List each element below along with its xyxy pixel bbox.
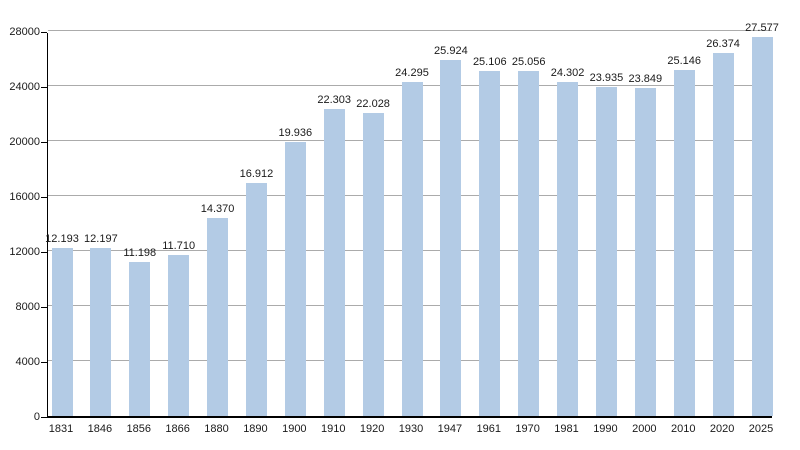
- bar-1920: [362, 113, 384, 416]
- bar-1981: [557, 81, 579, 416]
- x-tick-label-1866: 1866: [165, 423, 190, 435]
- bar-value-label-1846: 12.197: [84, 233, 118, 246]
- x-tick-label-1961: 1961: [476, 423, 501, 435]
- x-tick-label-1846: 1846: [87, 423, 113, 435]
- y-tick-mark-20000: [41, 142, 47, 143]
- bar-2010: [673, 70, 695, 416]
- y-tick-label-8000: 8000: [15, 301, 40, 313]
- bar-1910: [323, 109, 345, 416]
- bar-value-label-2000: 23.849: [628, 73, 663, 86]
- bar-1900: [284, 141, 306, 416]
- bar-2000: [634, 88, 656, 416]
- x-tick-label-1990: 1990: [593, 423, 618, 435]
- bar-value-label-1990: 23.935: [589, 71, 624, 84]
- bar-value-label-1930: 24.295: [395, 66, 429, 79]
- y-tick-label-0: 0: [33, 411, 40, 423]
- bar-value-label-2025: 27.577: [745, 21, 779, 34]
- x-tick-label-2020: 2020: [709, 423, 735, 435]
- y-tick-mark-0: [41, 417, 47, 418]
- y-tick-label-16000: 16000: [9, 191, 40, 203]
- bar-1947: [440, 59, 462, 416]
- bar-1970: [518, 71, 540, 416]
- bar-2025: [751, 36, 773, 416]
- bar-value-label-1981: 24.302: [550, 66, 585, 79]
- x-tick-label-2025: 2025: [748, 423, 774, 435]
- bar-1890: [245, 183, 267, 416]
- y-tick-mark-8000: [41, 307, 47, 308]
- x-tick-label-1910: 1910: [320, 423, 346, 435]
- y-tick-label-20000: 20000: [9, 136, 40, 148]
- y-tick-label-4000: 4000: [15, 356, 40, 368]
- y-tick-mark-16000: [41, 197, 47, 198]
- bar-value-label-1856: 11.198: [123, 247, 157, 260]
- x-tick-label-1880: 1880: [204, 423, 229, 435]
- y-tick-mark-4000: [41, 362, 47, 363]
- bar-value-label-1900: 19.936: [278, 126, 313, 139]
- bar-1866: [168, 255, 190, 416]
- y-tick-mark-12000: [41, 252, 47, 253]
- bar-value-label-1831: 12.193: [45, 233, 79, 246]
- bar-value-label-1866: 11.710: [162, 240, 196, 252]
- bar-2020: [712, 53, 734, 416]
- y-tick-mark-28000: [41, 32, 47, 33]
- x-tick-label-1890: 1890: [243, 423, 268, 435]
- bar-value-label-1970: 25.056: [511, 56, 546, 69]
- y-tick-label-12000: 12000: [9, 246, 40, 258]
- bar-1846: [90, 248, 112, 416]
- bar-value-label-2010: 25.146: [667, 55, 702, 68]
- y-tick-mark-24000: [41, 87, 47, 88]
- plot-area: 12.193 12.197 11.198 11.710 14.370 16.912 19.9…: [45, 22, 779, 418]
- y-tick-label-24000: 24000: [9, 81, 40, 93]
- bar-value-label-1961: 25.106: [472, 55, 507, 68]
- bar-1990: [595, 86, 617, 416]
- x-tick-label-1856: 1856: [126, 423, 151, 435]
- bar-value-label-1880: 14.370: [200, 203, 235, 216]
- bar-value-label-1890: 16.912: [239, 168, 274, 181]
- x-tick-label-1981: 1981: [554, 423, 579, 435]
- bar-1880: [207, 218, 229, 416]
- bar-value-label-1920: 22.028: [356, 98, 390, 111]
- bar-1831: [51, 248, 73, 416]
- y-tick-label-28000: 28000: [9, 26, 40, 38]
- bar-value-label-1910: 22.303: [317, 94, 352, 107]
- x-tick-label-1900: 1900: [282, 423, 307, 435]
- bar-1856: [129, 262, 151, 416]
- x-tick-label-1970: 1970: [515, 423, 540, 435]
- bar-1961: [479, 70, 501, 416]
- x-tick-label-1947: 1947: [437, 423, 463, 435]
- x-tick-label-1920: 1920: [359, 423, 385, 435]
- gridline-28000: [48, 30, 772, 31]
- bar-1930: [401, 81, 423, 416]
- x-tick-label-1831: 1831: [48, 423, 74, 435]
- x-tick-label-2010: 2010: [670, 423, 696, 435]
- x-tick-label-1930: 1930: [398, 423, 424, 435]
- bar-value-label-2020: 26.374: [706, 38, 740, 51]
- x-tick-label-2000: 2000: [632, 423, 657, 435]
- bar-value-label-1947: 25.924: [434, 44, 468, 57]
